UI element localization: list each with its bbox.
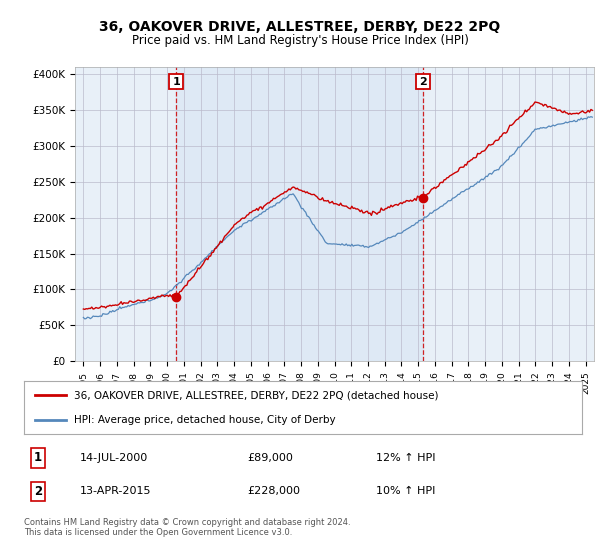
- Text: Price paid vs. HM Land Registry's House Price Index (HPI): Price paid vs. HM Land Registry's House …: [131, 34, 469, 46]
- Text: £89,000: £89,000: [247, 453, 293, 463]
- Text: 2: 2: [419, 77, 427, 87]
- Text: 36, OAKOVER DRIVE, ALLESTREE, DERBY, DE22 2PQ: 36, OAKOVER DRIVE, ALLESTREE, DERBY, DE2…: [100, 20, 500, 34]
- Text: 13-APR-2015: 13-APR-2015: [80, 487, 151, 496]
- Text: 12% ↑ HPI: 12% ↑ HPI: [376, 453, 435, 463]
- Text: Contains HM Land Registry data © Crown copyright and database right 2024.
This d: Contains HM Land Registry data © Crown c…: [24, 518, 350, 538]
- Text: £228,000: £228,000: [247, 487, 300, 496]
- Text: 1: 1: [34, 451, 42, 464]
- Bar: [176, 67, 423, 361]
- Text: 1: 1: [172, 77, 180, 87]
- Text: HPI: Average price, detached house, City of Derby: HPI: Average price, detached house, City…: [74, 414, 336, 424]
- Text: 10% ↑ HPI: 10% ↑ HPI: [376, 487, 435, 496]
- Text: 2: 2: [34, 485, 42, 498]
- Text: 14-JUL-2000: 14-JUL-2000: [80, 453, 148, 463]
- Text: 36, OAKOVER DRIVE, ALLESTREE, DERBY, DE22 2PQ (detached house): 36, OAKOVER DRIVE, ALLESTREE, DERBY, DE2…: [74, 390, 439, 400]
